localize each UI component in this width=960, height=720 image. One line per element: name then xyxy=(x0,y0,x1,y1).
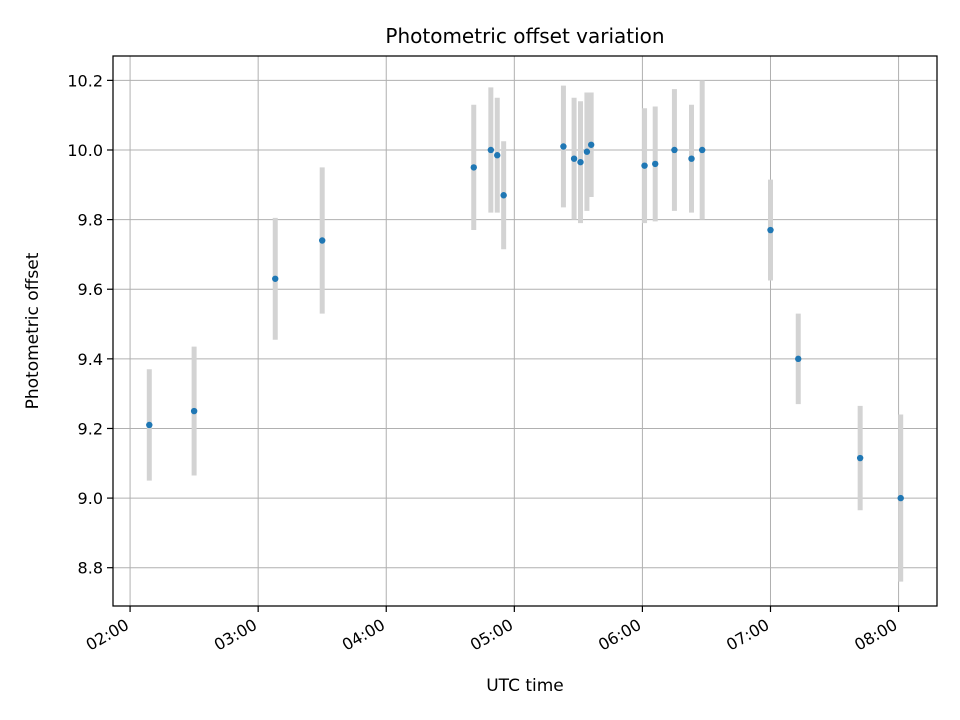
data-point xyxy=(641,162,648,169)
data-point xyxy=(587,141,595,148)
x-tick-label: 06:00 xyxy=(595,615,644,655)
x-tick-label: 03:00 xyxy=(211,615,260,655)
x-axis-title: UTC time xyxy=(486,676,564,696)
plot-frame xyxy=(112,55,938,607)
data-point xyxy=(470,164,477,171)
y-tick-label: 9.2 xyxy=(78,419,103,438)
x-tick-label: 08:00 xyxy=(851,615,900,655)
x-tick-label: 07:00 xyxy=(723,615,772,655)
data-point xyxy=(856,454,864,462)
data-point xyxy=(560,143,567,150)
y-axis-title: Photometric offset xyxy=(23,252,43,409)
y-tick-label: 10.2 xyxy=(67,71,103,90)
data-point xyxy=(652,160,659,168)
data-point xyxy=(897,494,904,502)
data-point xyxy=(319,237,326,244)
error-bars xyxy=(146,80,904,582)
y-tick-label: 8.8 xyxy=(78,559,103,578)
data-point xyxy=(688,155,695,162)
chart-title: Photometric offset variation xyxy=(385,24,664,48)
y-tick-label: 9.4 xyxy=(78,350,103,369)
data-point xyxy=(795,355,802,363)
data-point xyxy=(487,146,495,154)
data-point xyxy=(698,146,706,154)
grid xyxy=(113,56,937,606)
y-tick-label: 9.6 xyxy=(78,280,103,299)
y-axis: 8.8 9.0 9.2 9.4 9.6 9.8 10.0 10.2 xyxy=(67,71,113,578)
data-point xyxy=(494,152,501,159)
data-points xyxy=(146,141,904,502)
data-point xyxy=(272,275,279,282)
y-tick-label: 10.0 xyxy=(67,141,103,160)
x-axis: 02:00 03:00 04:00 05:00 06:00 07:00 08:00 xyxy=(83,606,901,655)
data-point xyxy=(500,192,507,199)
data-point xyxy=(570,155,578,162)
x-tick-label: 05:00 xyxy=(467,615,516,655)
data-point xyxy=(671,146,678,154)
y-tick-label: 9.0 xyxy=(78,489,103,508)
data-point xyxy=(190,407,198,415)
data-point xyxy=(146,421,153,429)
data-point xyxy=(767,226,774,234)
x-tick-label: 04:00 xyxy=(339,615,388,655)
x-tick-label: 02:00 xyxy=(83,615,132,655)
y-tick-label: 9.8 xyxy=(78,211,103,230)
data-point xyxy=(583,148,591,155)
data-point xyxy=(577,158,584,166)
